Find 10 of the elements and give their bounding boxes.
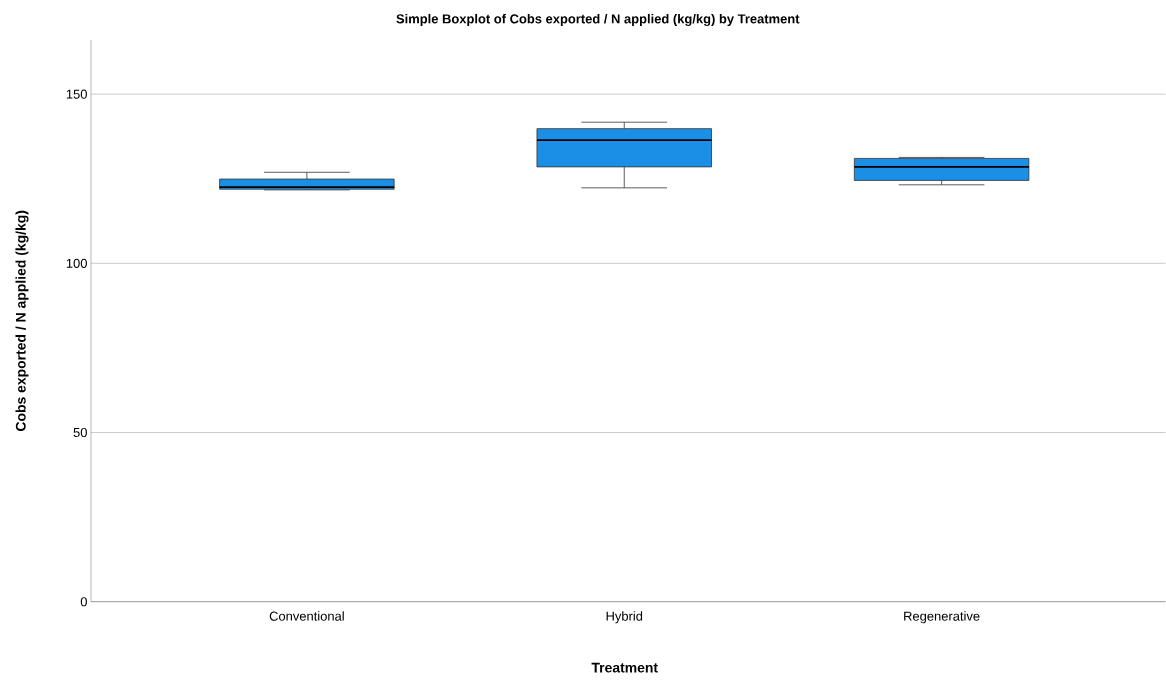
y-axis-title: Cobs exported / N applied (kg/kg)	[15, 210, 29, 432]
x-tick-label: Regenerative	[904, 611, 980, 624]
y-tick-label: 100	[66, 258, 87, 269]
x-tick-label: Hybrid	[606, 611, 643, 624]
y-tick-label: 150	[66, 89, 87, 99]
chart-title: Simple Boxplot of Cobs exported / N applied (kg/kg) by Treatment	[396, 14, 800, 27]
y-tick-label: 0	[80, 597, 87, 607]
x-tick-label: Conventional	[269, 611, 344, 621]
x-axis-title: Treatment	[591, 662, 658, 673]
y-tick-label: 50	[73, 428, 87, 438]
